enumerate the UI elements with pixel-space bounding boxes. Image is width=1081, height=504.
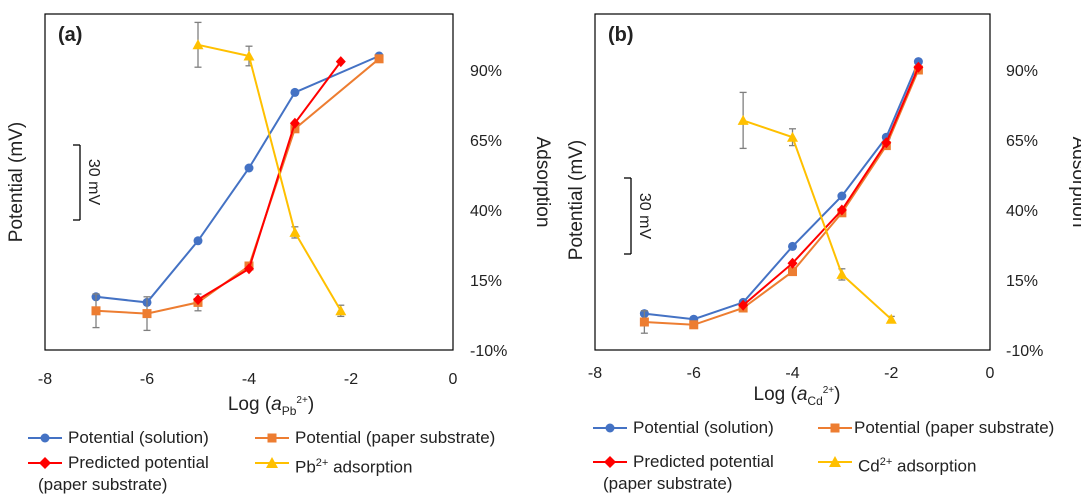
scale-bar-label-b: 30 mV	[636, 193, 653, 240]
y-axis-label-left-b: Potential (mV)	[566, 140, 587, 260]
panel-label-b: (b)	[608, 24, 634, 46]
x-tick-label: -4	[242, 371, 256, 388]
legend-label: Potential (solution)	[633, 418, 774, 437]
series-line	[197, 61, 342, 301]
scale-bar-label-a: 30 mV	[85, 159, 102, 206]
x-tick-label: -8	[588, 365, 602, 382]
data-point	[639, 317, 649, 327]
series-line	[197, 43, 342, 312]
x-tick-label: -4	[785, 365, 799, 382]
chart-marks-b: -8 -6 -4 -2 0 -10% 15% 40% 65% 90%	[588, 57, 1043, 382]
plot-area-a	[44, 13, 454, 351]
data-point	[836, 204, 847, 216]
legend-marker-triangle-icon	[818, 456, 852, 467]
y-tick-label-right: 15%	[1006, 273, 1038, 290]
legend-label: Pb2+ adsorption	[295, 457, 413, 477]
legend-label: (paper substrate)	[603, 474, 733, 493]
data-point	[192, 39, 204, 50]
data-point	[244, 263, 254, 275]
legend-b: Potential (solution) Potential (paper su…	[593, 418, 1081, 504]
x-tick-label: -8	[38, 371, 52, 388]
y-axis-label-left-a: Potential (mV)	[6, 122, 27, 242]
x-tick-label: 0	[986, 365, 995, 382]
y-axis-label-right-b: Adsorption	[1068, 137, 1081, 228]
y-tick-label-right: 90%	[470, 63, 502, 80]
chart-marks-a: -8 -6 -4 -2 0 -10% 15% 40% 65% 90%	[38, 21, 507, 388]
y-tick-label-right: 90%	[1006, 63, 1038, 80]
x-tick-label: -2	[344, 371, 358, 388]
data-point	[787, 131, 798, 142]
x-axis-label-b: Log (aCd2+)	[754, 384, 841, 408]
series-line	[95, 55, 380, 304]
data-point	[193, 236, 203, 246]
data-point	[881, 137, 892, 149]
data-point	[788, 241, 797, 251]
y-tick-label-right: 40%	[470, 203, 502, 220]
legend-a: Potential (solution) Potential (paper su…	[28, 428, 548, 504]
legend-marker-diamond-icon	[593, 456, 627, 468]
legend-label: Cd2+ adsorption	[858, 456, 977, 476]
y-tick-label-right: 40%	[1006, 203, 1038, 220]
data-point	[374, 54, 384, 64]
plot-area-b	[594, 13, 991, 351]
y-tick-label-right: -10%	[1006, 343, 1043, 360]
data-point	[836, 268, 848, 279]
data-point	[913, 61, 924, 73]
legend-marker-circle-icon	[28, 433, 62, 443]
legend-label: Potential (solution)	[68, 428, 209, 447]
data-point	[737, 114, 749, 125]
legend-label: Potential (paper substrate)	[854, 418, 1055, 437]
data-point	[290, 124, 300, 134]
y-tick-label-right: 65%	[1006, 133, 1038, 150]
legend-marker-square-icon	[818, 423, 852, 433]
x-tick-label: -6	[140, 371, 154, 388]
x-tick-label: -2	[884, 365, 898, 382]
data-point	[290, 87, 300, 97]
x-tick-label: -6	[687, 365, 701, 382]
legend-marker-circle-icon	[593, 423, 627, 433]
data-point	[913, 57, 923, 67]
data-point	[837, 191, 847, 201]
panel-b: (b) Potential (mV) Adsorption 30 mV Log …	[566, 13, 1081, 408]
data-point	[689, 320, 699, 330]
x-axis-label-a: Log (aPb2+)	[228, 394, 314, 418]
series-line	[644, 69, 920, 326]
data-point	[335, 56, 346, 68]
data-point	[289, 117, 300, 129]
panel-label-a: (a)	[58, 24, 82, 46]
x-tick-label: 0	[449, 371, 458, 388]
data-point	[788, 267, 797, 277]
legend-label: Potential (paper substrate)	[295, 428, 496, 447]
legend-marker-diamond-icon	[28, 457, 62, 469]
y-axis-label-right-a: Adsorption	[532, 137, 553, 228]
legend-label: (paper substrate)	[38, 475, 168, 494]
data-point	[885, 313, 897, 324]
legend-marker-triangle-icon	[255, 457, 289, 468]
legend-marker-square-icon	[255, 433, 289, 443]
data-point	[787, 257, 798, 269]
legend-label: Predicted potential	[68, 453, 209, 472]
data-point	[142, 309, 152, 319]
data-point	[738, 299, 749, 311]
panel-a: (a) Potential (mV) Adsorption 30 mV Log …	[6, 13, 553, 418]
data-point	[193, 294, 203, 306]
series-line	[742, 66, 920, 306]
data-point	[243, 50, 255, 61]
data-point	[91, 306, 101, 316]
data-point	[289, 226, 301, 237]
data-point	[244, 163, 254, 173]
data-point	[335, 305, 347, 316]
legend-label: Predicted potential	[633, 452, 774, 471]
y-tick-label-right: 15%	[470, 273, 502, 290]
y-tick-label-right: 65%	[470, 133, 502, 150]
y-tick-label-right: -10%	[470, 343, 507, 360]
series-line	[742, 119, 892, 320]
